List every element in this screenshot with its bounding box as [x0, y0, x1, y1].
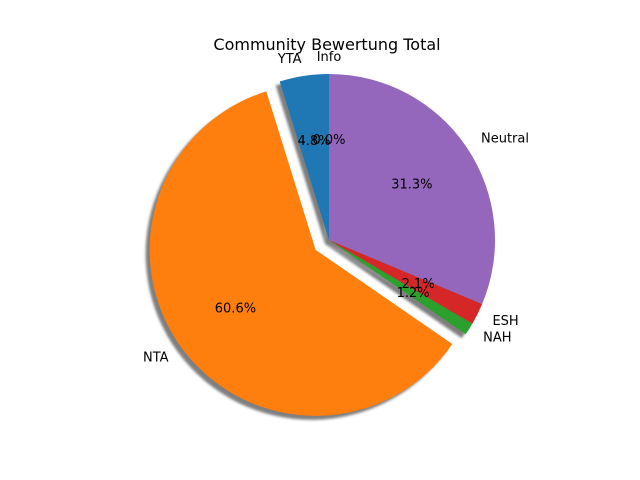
pie-percent-label-nah: 1.2%: [397, 286, 430, 301]
pie-percent-label-info: 0.0%: [312, 133, 345, 148]
chart-title: Community Bewertung Total: [213, 35, 440, 54]
pie-percent-label-neutral: 31.3%: [391, 177, 432, 192]
pie-slice-layer: [149, 74, 496, 416]
pie-percent-label-esh: 2.1%: [402, 277, 435, 292]
pie-slice-yta: [279, 74, 329, 240]
pie-category-label-neutral: Neutral: [481, 131, 529, 146]
pie-category-label-nta: NTA: [143, 351, 169, 366]
pie-slice-nta: [149, 91, 453, 416]
pie-percent-label-nta: 60.6%: [215, 301, 256, 316]
pie-percent-label-yta: 4.8%: [298, 134, 331, 149]
pie-slice-esh: [329, 240, 483, 324]
pie-percent-label-layer: 4.8% 60.6% 1.2%2.1% 31.3% 0.0%: [215, 133, 435, 316]
pie-category-label-info: Info: [317, 50, 342, 65]
pie-category-label-yta: YTA: [277, 52, 302, 67]
pie-slice-shadow-nah: [325, 244, 469, 339]
pie-category-label-nah: NAH: [483, 330, 511, 345]
pie-slice-nah: [329, 240, 473, 335]
pie-slice-neutral: [329, 74, 496, 305]
pie-category-label-esh: ESH: [492, 314, 518, 329]
